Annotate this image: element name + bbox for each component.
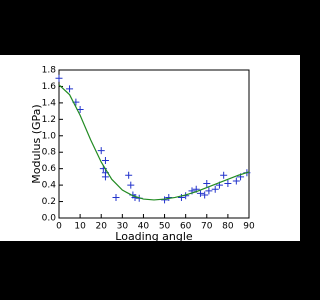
- point: [165, 193, 173, 201]
- y-axis-label: Modulus (GPa): [30, 104, 43, 183]
- chart: Loading angle Modulus (GPa) 0 10 20 30 40 50 6…: [0, 0, 300, 300]
- point: [127, 181, 135, 189]
- plot-frame: [58, 69, 250, 219]
- x-axis-label: Loading angle: [115, 230, 193, 243]
- y-tick-label: 1.8: [42, 66, 57, 76]
- point: [55, 74, 63, 82]
- point: [66, 85, 74, 93]
- point: [112, 193, 120, 201]
- y-tick-label: 1.4: [42, 98, 57, 108]
- point: [161, 196, 169, 204]
- x-tick-label: 10: [74, 222, 86, 232]
- y-tick-label: 0.8: [42, 148, 57, 158]
- point: [220, 171, 228, 179]
- point: [97, 147, 105, 155]
- y-tick-label: 0.2: [42, 197, 56, 207]
- point: [211, 185, 219, 193]
- y-tick-label: 1.0: [42, 131, 57, 141]
- top-band: [0, 0, 300, 55]
- x-tick-label: 0: [56, 222, 62, 232]
- y-tick-label: 0.4: [42, 181, 57, 191]
- point: [177, 193, 185, 201]
- y-tick-label: 0.6: [42, 164, 57, 174]
- x-tick-label: 60: [180, 222, 192, 232]
- x-tick-label: 30: [117, 222, 129, 232]
- point: [232, 177, 240, 185]
- x-tick-label: 70: [201, 222, 213, 232]
- canvas: [0, 55, 300, 245]
- x-tick-label: 80: [222, 222, 234, 232]
- point: [203, 179, 211, 187]
- x-tick-label: 50: [159, 222, 171, 232]
- point: [196, 189, 204, 197]
- y-tick-label: 1.6: [42, 82, 57, 92]
- point: [224, 179, 232, 187]
- x-tick-label: 40: [138, 222, 150, 232]
- y-tick-label: 1.2: [42, 115, 56, 125]
- x-tick-label: 90: [243, 222, 255, 232]
- y-tick-label: 0.0: [42, 214, 57, 224]
- point: [201, 191, 209, 199]
- bottom-band: [0, 241, 300, 300]
- point: [125, 171, 133, 179]
- point: [205, 187, 213, 195]
- x-tick-label: 20: [95, 222, 107, 232]
- point: [101, 173, 109, 181]
- point: [101, 156, 109, 164]
- fit-line: [58, 84, 250, 201]
